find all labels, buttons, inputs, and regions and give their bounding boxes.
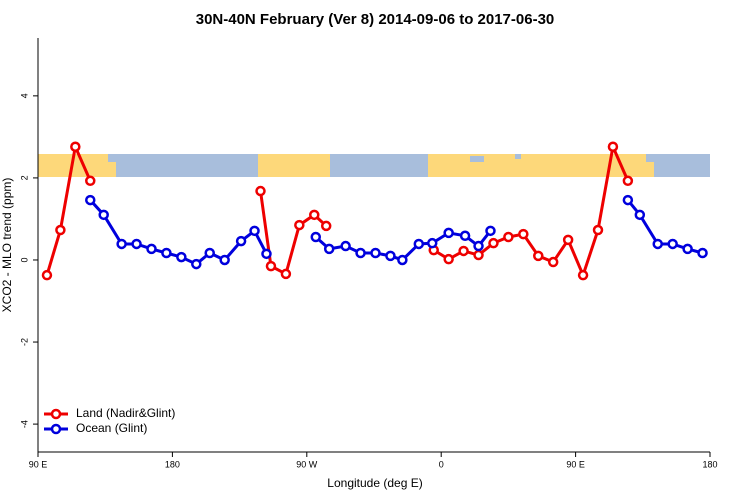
data-point xyxy=(533,250,544,262)
data-point xyxy=(116,238,127,250)
data-point xyxy=(161,247,172,259)
x-tick-label: 90 E xyxy=(566,459,585,469)
data-point xyxy=(473,249,484,261)
data-point xyxy=(485,225,496,237)
x-tick-label: 0 xyxy=(439,459,444,469)
legend-marker xyxy=(50,423,62,435)
data-point xyxy=(309,209,320,221)
data-point xyxy=(310,231,322,243)
data-point xyxy=(55,224,66,236)
y-tick-label: 0 xyxy=(19,257,29,262)
data-point xyxy=(235,235,247,247)
data-point xyxy=(204,247,215,259)
x-tick-label: 90 E xyxy=(29,459,48,469)
data-point xyxy=(622,194,634,206)
x-tick-label: 180 xyxy=(702,459,717,469)
x-tick-label: 90 W xyxy=(296,459,318,469)
data-point xyxy=(261,248,272,260)
data-point xyxy=(634,209,646,221)
data-point xyxy=(473,240,484,252)
data-point xyxy=(592,224,604,236)
data-point xyxy=(488,237,499,249)
data-point xyxy=(98,209,109,221)
data-point xyxy=(607,141,619,152)
data-point xyxy=(667,238,678,250)
y-tick-label: -4 xyxy=(19,420,29,428)
data-point xyxy=(85,175,96,187)
data-point xyxy=(355,247,366,259)
legend-label: Land (Nadir&Glint) xyxy=(76,406,175,420)
ocean-band xyxy=(515,154,521,159)
data-point xyxy=(503,231,514,243)
x-axis-label: Longitude (deg E) xyxy=(327,476,422,490)
data-point xyxy=(265,260,277,272)
map-band xyxy=(38,154,710,177)
data-point xyxy=(131,238,142,250)
data-point xyxy=(547,256,559,268)
data-point xyxy=(443,253,454,265)
data-point xyxy=(385,250,396,262)
legend-marker xyxy=(50,408,62,420)
data-point xyxy=(249,225,260,237)
land-band xyxy=(108,162,116,177)
data-point xyxy=(682,243,693,255)
data-point xyxy=(70,141,81,152)
data-point xyxy=(562,234,574,246)
data-point xyxy=(323,243,335,255)
data-point xyxy=(85,194,96,206)
data-point xyxy=(443,227,454,239)
y-tick-label: -2 xyxy=(19,338,29,346)
land-band xyxy=(428,154,576,177)
data-point xyxy=(652,238,663,250)
data-point xyxy=(340,240,351,252)
chart-title: 30N-40N February (Ver 8) 2014-09-06 to 2… xyxy=(196,11,555,28)
data-point xyxy=(426,237,438,249)
data-point xyxy=(219,254,230,266)
data-point xyxy=(459,230,471,242)
data-point xyxy=(697,247,708,259)
data-point xyxy=(294,219,305,231)
data-point xyxy=(191,258,202,270)
y-tick-label: 4 xyxy=(19,93,29,98)
data-point xyxy=(146,243,157,255)
data-point xyxy=(370,247,381,259)
x-tick-label: 180 xyxy=(165,459,180,469)
data-point xyxy=(622,175,634,187)
data-point xyxy=(41,269,53,281)
data-point xyxy=(397,254,408,266)
data-point xyxy=(518,228,529,240)
legend-label: Ocean (Glint) xyxy=(76,421,147,435)
land-band xyxy=(646,162,654,177)
land-band xyxy=(258,154,330,177)
data-point xyxy=(255,185,266,197)
y-axis-label: XCO2 - MLO trend (ppm) xyxy=(0,178,14,313)
data-point xyxy=(176,251,187,263)
ocean-band xyxy=(470,156,484,162)
data-point xyxy=(413,238,425,250)
data-point xyxy=(577,269,589,281)
data-point xyxy=(320,220,332,232)
y-tick-label: 2 xyxy=(19,175,29,180)
data-point xyxy=(458,245,469,257)
data-point xyxy=(280,268,292,280)
